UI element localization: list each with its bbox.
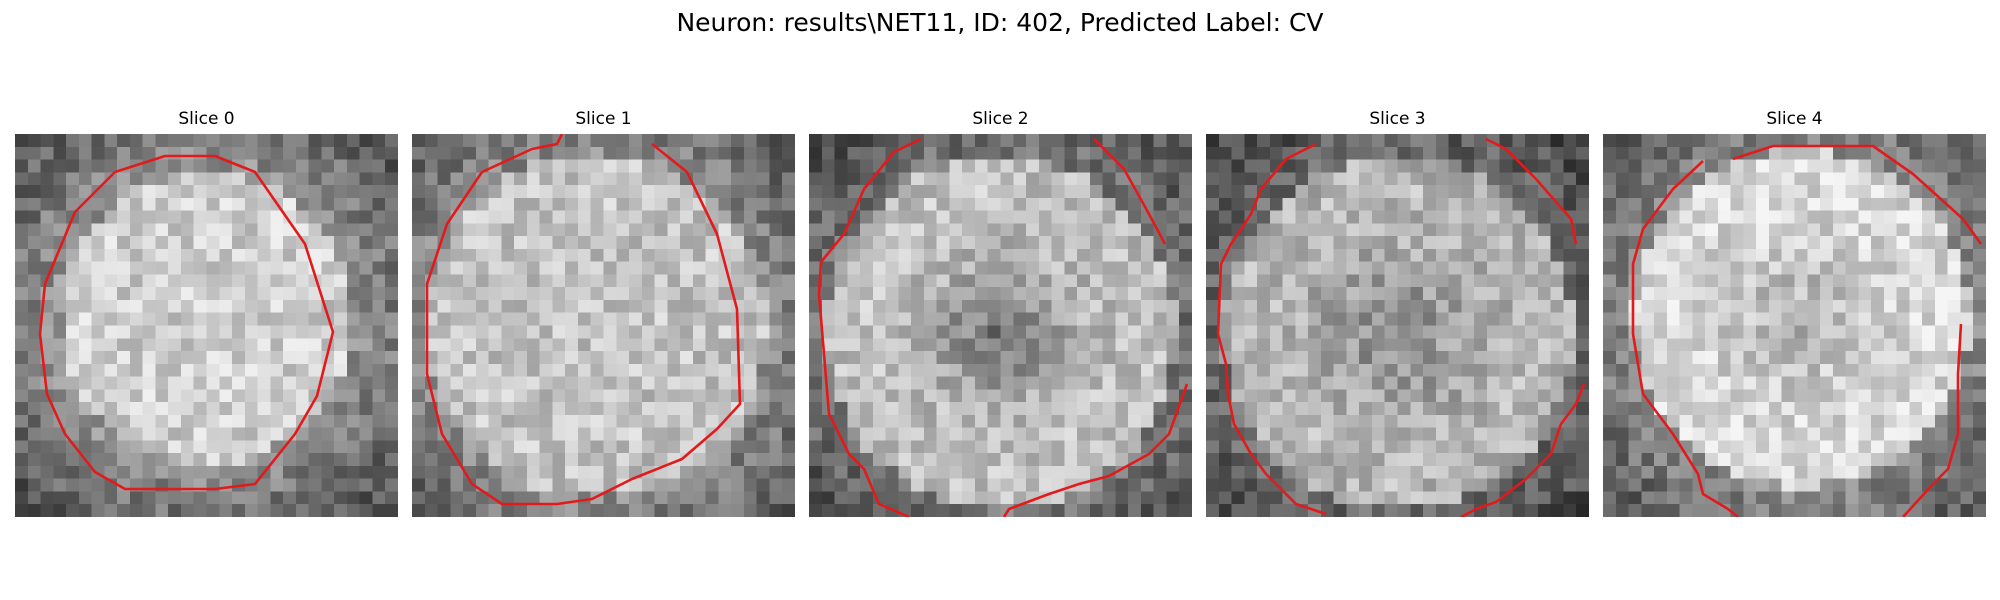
segmentation-contour <box>1631 144 1983 517</box>
slice-title: Slice 2 <box>972 109 1029 129</box>
slice-panel-4: Slice 4 <box>1603 108 1986 517</box>
slice-image-0 <box>15 134 398 517</box>
segmentation-contour <box>1216 137 1586 517</box>
segmentation-contour <box>38 154 335 491</box>
slice-title: Slice 4 <box>1766 109 1823 129</box>
segmentation-contour <box>817 137 1189 517</box>
slice-image-2 <box>809 134 1192 517</box>
slice-title: Slice 3 <box>1369 109 1426 129</box>
slice-panel-1: Slice 1 <box>412 108 795 517</box>
slice-panel-0: Slice 0 <box>15 108 398 517</box>
slice-title: Slice 1 <box>575 109 632 129</box>
slice-image-4 <box>1603 134 1986 517</box>
slice-title: Slice 0 <box>178 109 235 129</box>
grayscale-tile-grid <box>412 134 795 517</box>
slice-image-1 <box>412 134 795 517</box>
slice-panel-2: Slice 2 <box>809 108 1192 517</box>
grayscale-tile-grid <box>1206 134 1589 517</box>
grayscale-tile-grid <box>809 134 1192 517</box>
slice-panel-3: Slice 3 <box>1206 108 1589 517</box>
figure-title: Neuron: results\NET11, ID: 402, Predicte… <box>676 8 1324 37</box>
slice-image-3 <box>1206 134 1589 517</box>
segmentation-contour <box>425 134 742 506</box>
